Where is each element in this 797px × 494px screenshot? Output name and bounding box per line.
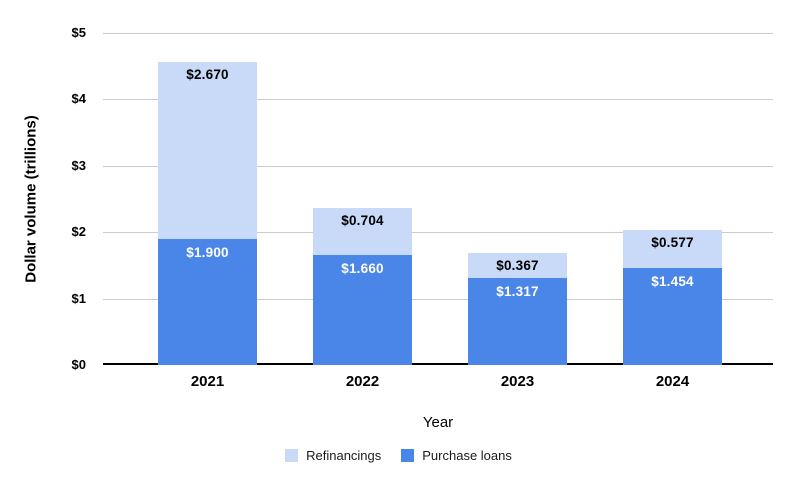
legend-item-refinancings: Refinancings	[285, 448, 381, 463]
legend-swatch-icon	[285, 449, 299, 462]
bar-2024: $0.577 $1.454	[623, 230, 722, 365]
legend-label: Refinancings	[306, 448, 382, 463]
bar-value-label: $1.900	[186, 244, 229, 260]
bar-value-label: $1.317	[496, 283, 539, 299]
y-tick-label: $3	[71, 157, 86, 173]
y-tick-label: $0	[71, 357, 86, 372]
bar-value-label: $0.577	[651, 235, 694, 251]
y-tick-label: $1	[71, 290, 86, 306]
bar-segment-refinancings-2023: $0.367	[468, 253, 567, 278]
chart-legend: Refinancings Purchase loans	[0, 448, 797, 463]
gridline	[103, 165, 773, 167]
legend-label: Purchase loans	[422, 448, 512, 463]
y-tick-label: $5	[71, 25, 86, 40]
bar-segment-refinancings-2022: $0.704	[313, 208, 412, 255]
x-axis-title: Year	[422, 414, 454, 431]
x-tick-label-2021: 2021	[190, 373, 225, 390]
bar-2022: $0.704 $1.660	[313, 208, 412, 365]
x-tick-label-2022: 2022	[345, 373, 380, 390]
bar-segment-refinancings-2021: $2.670	[158, 61, 257, 239]
bar-value-label: $0.704	[341, 213, 384, 229]
bar-value-label: $2.670	[186, 66, 229, 82]
gridline	[103, 298, 773, 300]
gridline	[103, 232, 773, 234]
bar-2023: $0.367 $1.317	[468, 253, 567, 365]
bar-segment-refinancings-2024: $0.577	[623, 230, 722, 269]
plot-area: $2.670 $1.900 $0.704 $1.660 $0.367 $1.317 $0.5…	[103, 33, 773, 365]
bar-segment-purchase-loans-2022: $1.660	[313, 254, 412, 365]
gridline	[103, 99, 773, 101]
y-tick-label: $2	[71, 224, 86, 240]
y-axis-title: Dollar volume (trillions)	[22, 115, 40, 283]
bar-segment-purchase-loans-2024: $1.454	[623, 268, 722, 365]
legend-item-purchase-loans: Purchase loans	[401, 448, 512, 463]
bar-value-label: $1.660	[341, 260, 384, 276]
bar-value-label: $0.367	[496, 258, 539, 274]
x-tick-label-2023: 2023	[500, 373, 535, 390]
gridline	[103, 33, 773, 34]
bar-value-label: $1.454	[651, 274, 694, 290]
bar-2021: $2.670 $1.900	[158, 61, 257, 365]
y-tick-label: $4	[71, 91, 86, 107]
legend-swatch-icon	[401, 449, 415, 462]
bar-segment-purchase-loans-2021: $1.900	[158, 238, 257, 365]
bar-segment-purchase-loans-2023: $1.317	[468, 277, 567, 365]
x-axis-line	[103, 363, 773, 365]
x-tick-label-2024: 2024	[655, 373, 690, 390]
